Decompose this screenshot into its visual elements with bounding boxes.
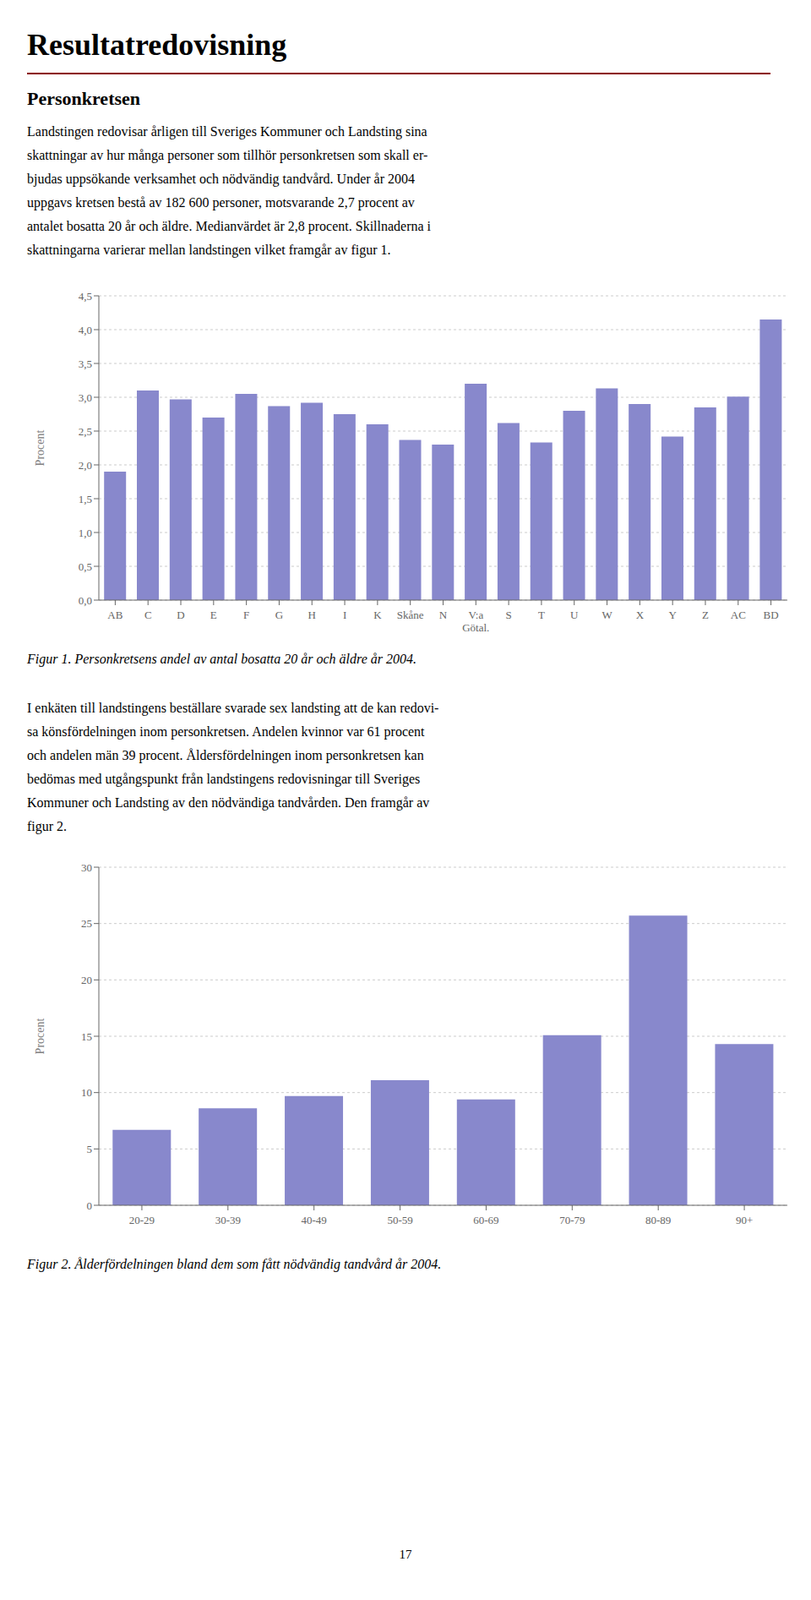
svg-text:0,5: 0,5: [78, 560, 93, 573]
svg-text:1,5: 1,5: [78, 492, 93, 506]
svg-text:5: 5: [87, 1142, 93, 1155]
svg-text:20: 20: [81, 973, 93, 986]
svg-text:Z: Z: [702, 608, 709, 621]
svg-text:50-59: 50-59: [386, 1213, 413, 1226]
svg-text:1,0: 1,0: [78, 526, 93, 539]
svg-text:25: 25: [81, 916, 93, 930]
svg-text:T: T: [538, 608, 545, 621]
html-text:bedömas med utgångspunkt från: bedömas med utgångspunkt från landstinge…: [27, 771, 421, 786]
svg-text:N: N: [439, 608, 448, 621]
svg-text:2,0: 2,0: [78, 458, 93, 472]
html-text:17: 17: [399, 1546, 412, 1561]
svg-text:AB: AB: [107, 608, 123, 621]
svg-text:D: D: [176, 608, 185, 621]
svg-text:AC: AC: [730, 608, 746, 621]
html-text:och andelen män 39 procent. Ål: och andelen män 39 procent. Åldersfördel…: [27, 747, 424, 763]
svg-text:80-89: 80-89: [645, 1213, 671, 1226]
svg-text:Procent: Procent: [33, 429, 47, 467]
svg-text:4,0: 4,0: [78, 323, 93, 337]
svg-text:V:aGötal.: V:aGötal.: [462, 608, 490, 634]
html-text:Resultatredovisning: Resultatredovisning: [27, 27, 287, 62]
html-text:uppgavs kretsen bestå av 182 6: uppgavs kretsen bestå av 182 600 persone…: [27, 195, 415, 210]
svg-text:30: 30: [81, 860, 93, 874]
svg-text:G: G: [275, 608, 284, 621]
html-text:sa könsfördelningen inom perso: sa könsfördelningen inom personkretsen. …: [27, 723, 425, 739]
svg-text:C: C: [144, 608, 153, 621]
html-text:Landstingen redovisar årligen: Landstingen redovisar årligen till Sveri…: [27, 124, 428, 139]
svg-text:BD: BD: [763, 608, 779, 621]
html-text:Kommuner och Landsting av den: Kommuner och Landsting av den nödvändiga…: [27, 794, 430, 810]
svg-text:W: W: [601, 608, 613, 621]
html-text:I enkäten till landstingens be: I enkäten till landstingens beställare s…: [27, 700, 439, 715]
svg-text:S: S: [506, 608, 512, 621]
html-text:skattningar av hur många perso: skattningar av hur många personer som ti…: [27, 147, 428, 163]
svg-text:20-29: 20-29: [129, 1213, 155, 1226]
svg-text:15: 15: [81, 1029, 93, 1043]
html-text:Figur 2. Ålderfördelningen bla: Figur 2. Ålderfördelningen bland dem som…: [27, 1256, 442, 1271]
svg-text:E: E: [210, 608, 218, 621]
svg-text:I: I: [342, 608, 347, 621]
svg-text:H: H: [308, 608, 316, 621]
svg-text:Procent: Procent: [33, 1017, 47, 1055]
svg-text:40-49: 40-49: [301, 1213, 327, 1226]
html-text:bjudas uppsökande verksamhet o: bjudas uppsökande verksamhet och nödvänd…: [27, 171, 415, 186]
svg-text:2,5: 2,5: [78, 424, 93, 438]
svg-text:4,5: 4,5: [78, 289, 93, 303]
svg-text:0,0: 0,0: [78, 593, 93, 607]
svg-text:F: F: [243, 608, 250, 621]
svg-text:X: X: [636, 608, 645, 621]
svg-text:70-79: 70-79: [559, 1213, 585, 1226]
svg-text:0: 0: [87, 1198, 93, 1212]
html-text:antalet bosatta 20 år och äldr: antalet bosatta 20 år och äldre. Medianv…: [27, 218, 431, 234]
html-text:skattningarna varierar mellan: skattningarna varierar mellan landstinge…: [27, 242, 391, 257]
svg-text:3,5: 3,5: [78, 357, 93, 371]
svg-text:Y: Y: [668, 608, 677, 621]
svg-text:10: 10: [81, 1085, 93, 1099]
svg-text:30-39: 30-39: [215, 1213, 241, 1226]
svg-text:90+: 90+: [735, 1213, 753, 1226]
html-text:Figur 1. Personkretsens andel: Figur 1. Personkretsens andel av antal b…: [27, 651, 417, 666]
svg-text:60-69: 60-69: [473, 1213, 499, 1226]
svg-text:K: K: [373, 608, 382, 621]
svg-text:Skåne: Skåne: [397, 608, 425, 621]
svg-text:U: U: [570, 608, 579, 621]
svg-text:3,0: 3,0: [78, 391, 93, 404]
html-text:Personkretsen: Personkretsen: [27, 87, 141, 109]
html-text:figur 2.: figur 2.: [27, 818, 67, 833]
